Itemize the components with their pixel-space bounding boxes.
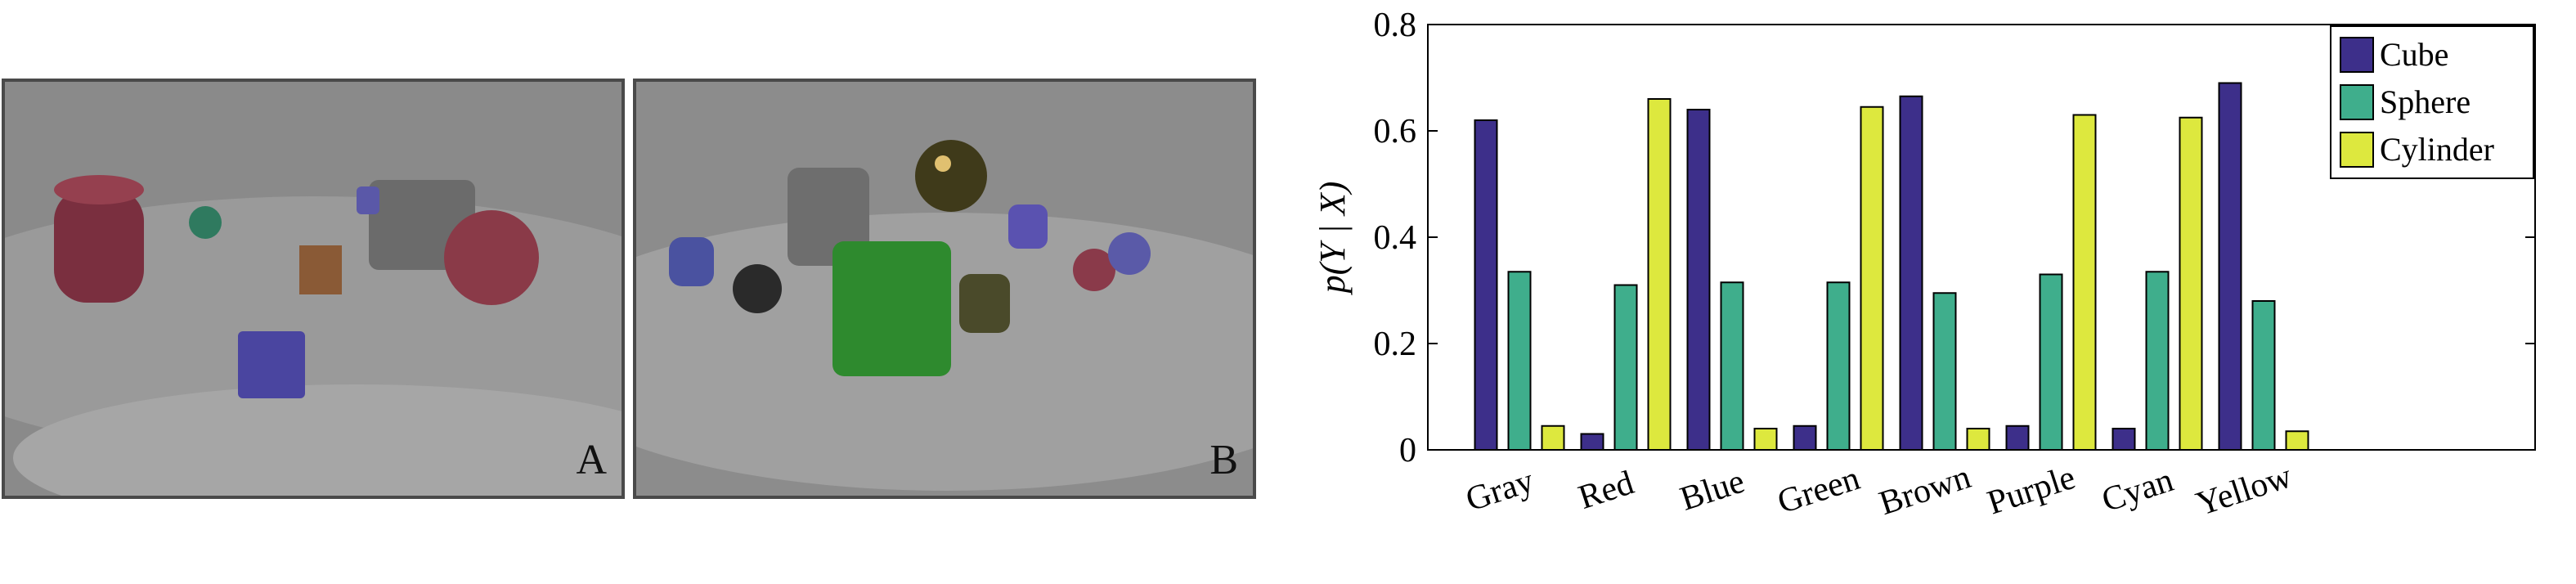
bar-cylinder-yellow [2285,430,2309,451]
x-tick-label: Red [1574,464,1639,517]
bar-cylinder-blue [1753,428,1778,451]
bar-cube-gray [1474,119,1498,451]
bar-cylinder-purple [2072,114,2097,451]
x-tick-label: Green [1773,460,1865,521]
x-tick-label: Blue [1676,463,1749,519]
bar-cylinder-cyan [2179,116,2203,451]
bar-cylinder-green [1860,106,1884,451]
scene-panel-b: B [633,79,1256,499]
scene-a-red-cylinder-top [54,175,144,204]
legend-label-sphere: Sphere [2380,83,2471,120]
bar-cube-green [1793,425,1817,451]
y-tick-label: 0.4 [1374,219,1417,257]
scene-panel-a: A [2,79,625,499]
x-tick-label: Yellow [2192,457,2296,523]
bar-cylinder-brown [1966,428,1990,451]
bar-cube-red [1580,433,1604,451]
legend-label-cylinder: Cylinder [2380,131,2494,168]
bar-sphere-purple [2039,273,2063,451]
scene-a-purple-cylinder [357,186,379,214]
scene-a-brown-cube [299,245,342,294]
bar-sphere-brown [1932,292,1957,451]
scene-b-yellow-sphere [915,140,987,212]
bar-cylinder-gray [1541,425,1565,451]
y-tick-label: 0.6 [1374,113,1417,150]
bar-chart: 0 0.2 0.4 0.6 0.8 Gray Red Blue Green Brown Purpl… [1313,7,2536,523]
plot-area-frame [1427,24,2536,451]
legend-swatch-cube [2340,37,2374,73]
bar-sphere-cyan [2145,271,2170,451]
legend-swatch-sphere [2340,84,2374,120]
scene-b-blue-cylinder [669,237,714,286]
bar-cube-brown [1899,95,1923,451]
scene-a-floor-light [13,384,622,496]
panel-a-label: A [576,437,607,483]
scene-b-image [636,82,1253,496]
y-tick-label: 0.8 [1374,7,1417,44]
bar-cylinder-red [1647,98,1672,451]
scene-b-yellow-cylinder [959,274,1010,333]
scene-b-black-sphere [733,264,782,313]
panel-b-label: B [1209,437,1238,483]
bar-sphere-yellow [2251,300,2276,451]
bar-cube-purple [2005,425,2030,451]
bar-cube-blue [1686,109,1711,451]
y-axis-ticks: 0 0.2 0.4 0.6 0.8 [1374,7,2535,469]
y-tick-label: 0.2 [1374,326,1417,363]
x-tick-label: Gray [1461,462,1538,519]
legend-label-cube: Cube [2380,36,2448,73]
legend: Cube Sphere Cylinder [2330,25,2534,179]
legend-swatch-cylinder [2340,132,2374,168]
scene-a-red-cylinder [54,188,144,303]
x-tick-label: Brown [1875,458,1976,523]
bar-group [1474,82,2309,451]
x-axis-ticks: Gray Red Blue Green Brown Purple Cyan Yellow [1461,457,2297,523]
scene-b-red-sphere [1073,249,1115,291]
bar-sphere-green [1826,281,1851,451]
scene-a-red-sphere [444,210,539,305]
scene-b-purple-cylinder [1008,204,1048,249]
scene-b-blue-sphere [1108,232,1151,275]
y-axis-label: p(Y | X) [1313,182,1353,296]
bar-sphere-gray [1507,271,1532,451]
scene-a-blue-cube [238,331,305,398]
bar-sphere-blue [1720,281,1744,451]
x-tick-label: Cyan [2098,461,2179,519]
bar-cube-cyan [2112,428,2136,451]
scene-b-sphere-highlight [935,155,951,172]
scene-b-green-cube [832,241,951,376]
bar-sphere-red [1613,284,1638,451]
scene-a-cyan-sphere [189,206,222,239]
y-tick-label: 0 [1399,432,1416,469]
scene-a-image [5,82,622,496]
x-tick-label: Purple [1983,459,2080,523]
bar-cube-yellow [2218,82,2242,451]
